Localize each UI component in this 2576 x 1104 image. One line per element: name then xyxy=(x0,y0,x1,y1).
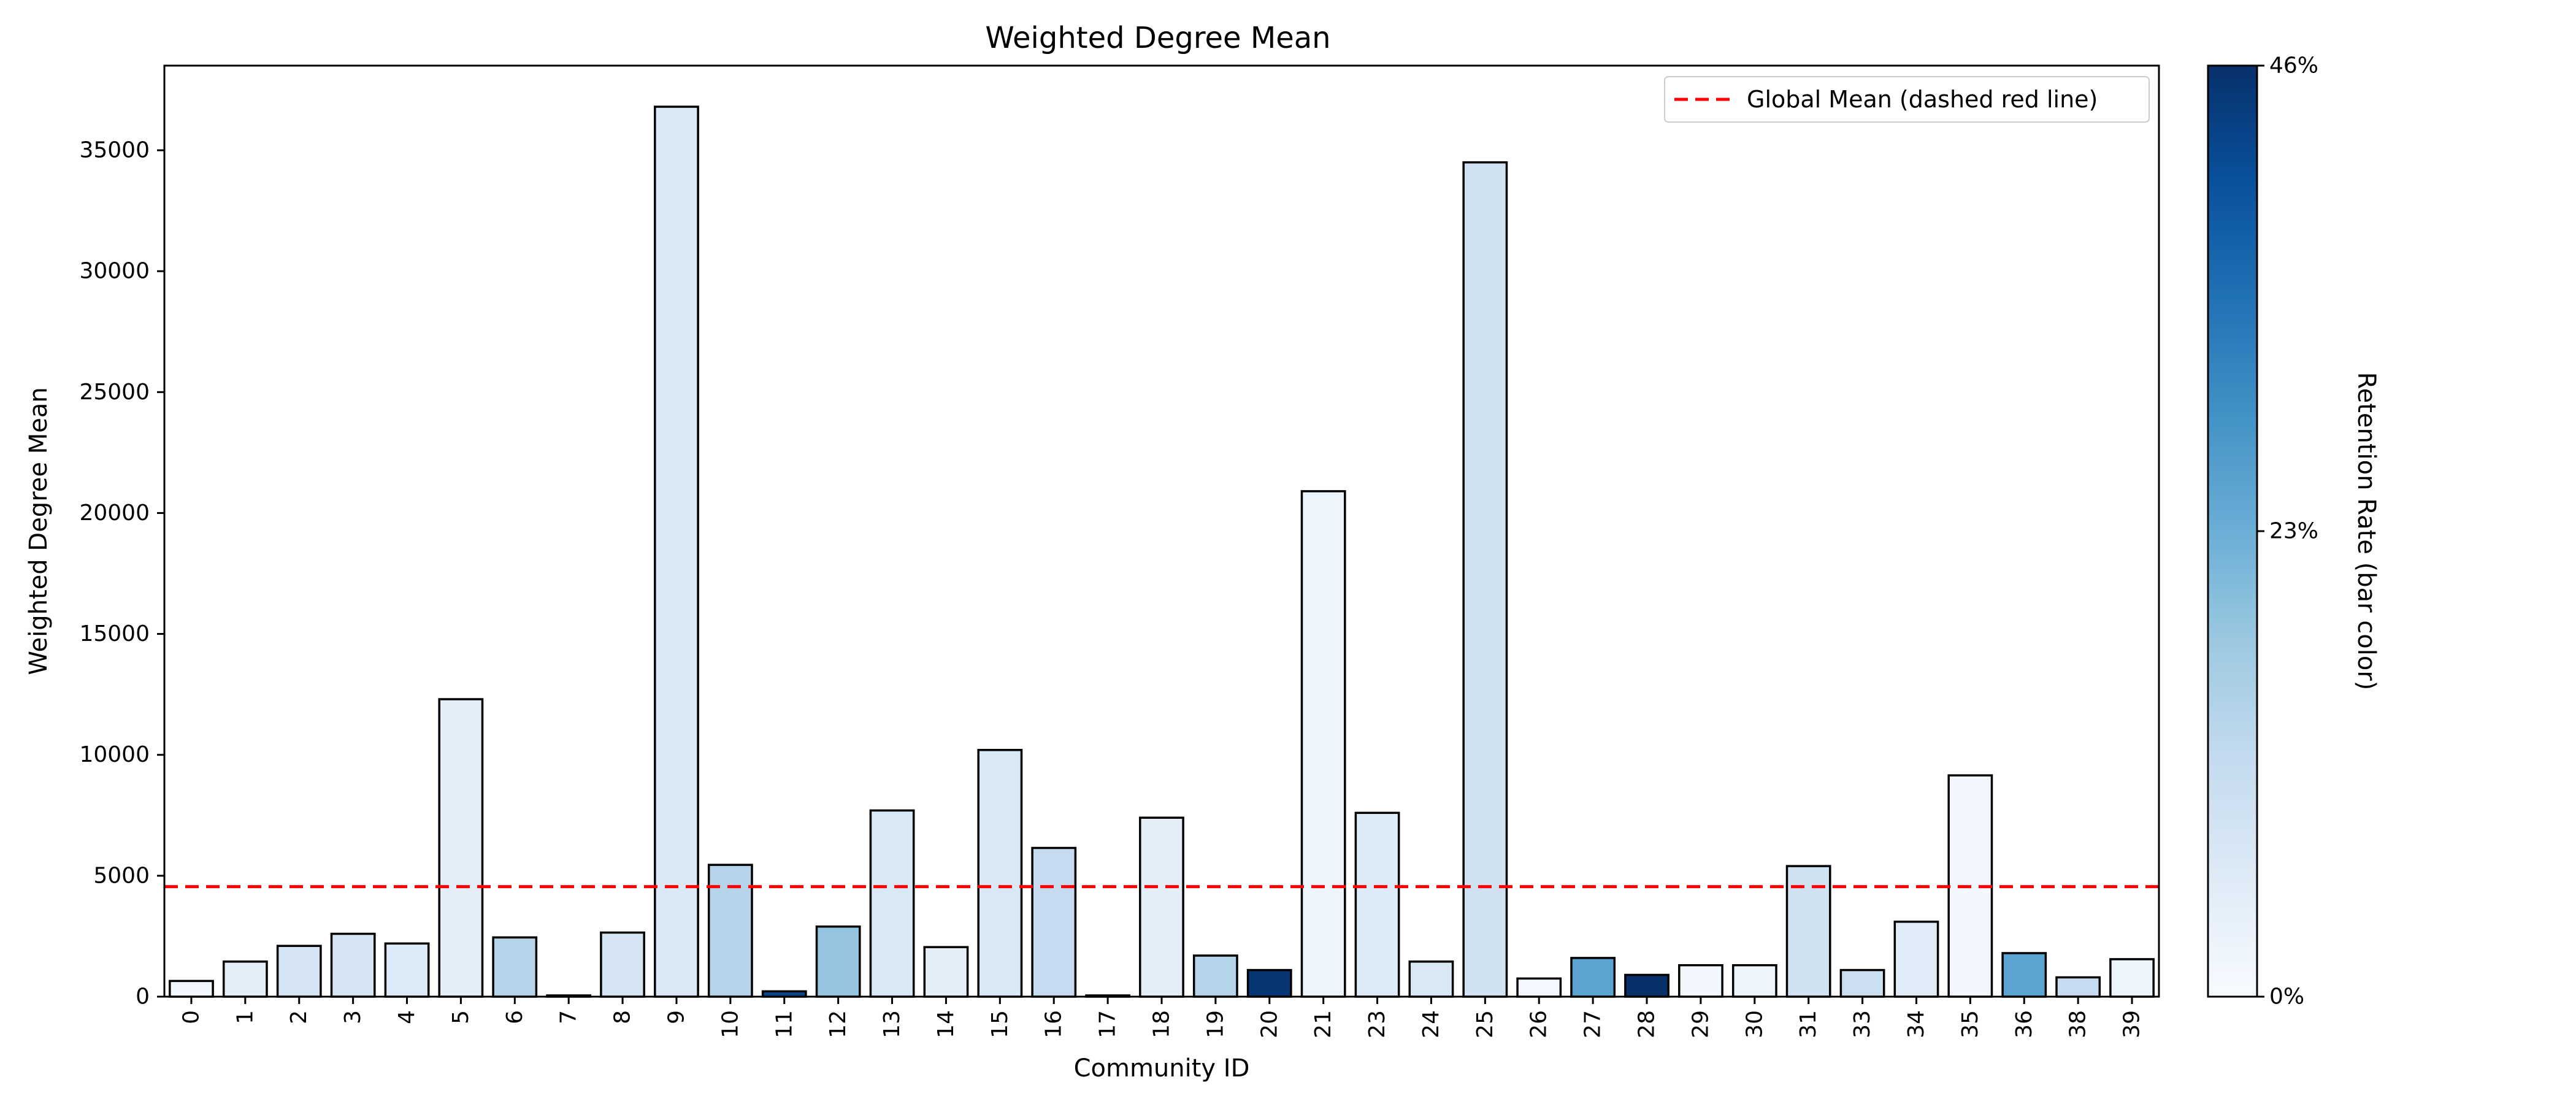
bar-community-39 xyxy=(2109,958,2155,998)
bar-community-25 xyxy=(1462,161,1508,998)
y-tick-label: 35000 xyxy=(79,138,150,163)
bars xyxy=(169,105,2155,998)
x-tick-label: 11 xyxy=(772,1010,797,1038)
x-tick-label: 1 xyxy=(232,1010,258,1024)
bar-community-10 xyxy=(707,864,753,998)
y-tick-label: 10000 xyxy=(79,742,150,767)
x-tick-label: 39 xyxy=(2120,1010,2145,1038)
bar-community-26 xyxy=(1516,977,1562,998)
x-tick-label: 12 xyxy=(826,1010,851,1038)
colorbar: 0% 23% 46% Retention Rate (bar color) xyxy=(2207,53,2380,1010)
x-tick-label: 28 xyxy=(1635,1010,1660,1038)
bar-community-23 xyxy=(1354,811,1400,998)
x-tick-label: 30 xyxy=(1742,1010,1767,1038)
x-axis-ticks: 0 1 2 3 4 5 6 7 8 9 10 11 12 13 14 15 16 17 18 19 20 21 23 24 25… xyxy=(178,997,2145,1038)
x-tick-label: 13 xyxy=(880,1010,905,1038)
bar-community-33 xyxy=(1839,968,1885,998)
x-tick-label: 14 xyxy=(933,1010,959,1038)
bar-community-20 xyxy=(1246,968,1292,998)
bar-community-4 xyxy=(384,942,430,998)
colorbar-tick-label: 0% xyxy=(2269,984,2304,1010)
chart-title: Weighted Degree Mean xyxy=(985,21,1330,55)
y-tick-label: 15000 xyxy=(79,621,150,646)
bar-community-27 xyxy=(1570,957,1616,998)
x-tick-label: 19 xyxy=(1203,1010,1228,1038)
bar-community-8 xyxy=(600,931,645,998)
y-tick-label: 5000 xyxy=(93,863,150,888)
bar-community-6 xyxy=(492,936,538,998)
x-tick-label: 8 xyxy=(610,1010,635,1024)
bar-community-3 xyxy=(330,932,376,998)
plot-frame xyxy=(163,64,2160,998)
bar-community-13 xyxy=(869,809,915,998)
x-tick-label: 10 xyxy=(718,1010,743,1038)
colorbar-gradient xyxy=(2207,64,2258,998)
bar-community-36 xyxy=(2001,952,2047,998)
y-axis-title: Weighted Degree Mean xyxy=(25,387,53,675)
colorbar-tick-label: 46% xyxy=(2269,53,2318,79)
x-tick-label: 2 xyxy=(286,1010,312,1024)
x-tick-label: 23 xyxy=(1365,1010,1390,1038)
x-tick-label: 17 xyxy=(1095,1010,1121,1038)
bar-community-21 xyxy=(1300,490,1346,998)
x-tick-label: 33 xyxy=(1850,1010,1875,1038)
x-tick-label: 29 xyxy=(1688,1010,1713,1038)
x-axis-title: Community ID xyxy=(1074,1054,1250,1083)
x-tick-label: 15 xyxy=(987,1010,1013,1038)
bar-community-9 xyxy=(654,105,699,998)
x-tick-label: 7 xyxy=(556,1010,581,1024)
x-tick-label: 5 xyxy=(448,1010,473,1024)
bar-community-30 xyxy=(1731,964,1777,998)
x-tick-label: 27 xyxy=(1581,1010,1606,1038)
x-tick-label: 24 xyxy=(1419,1010,1444,1038)
bar-community-18 xyxy=(1139,816,1184,998)
x-tick-label: 20 xyxy=(1257,1010,1282,1038)
x-tick-label: 38 xyxy=(2066,1010,2091,1038)
legend-box xyxy=(1664,76,2150,123)
bar-community-12 xyxy=(815,925,861,998)
y-tick-label: 20000 xyxy=(79,500,150,526)
x-tick-label: 35 xyxy=(1958,1010,1983,1038)
bar-community-38 xyxy=(2055,976,2101,998)
y-axis-ticks: 0 5000 10000 15000 20000 25000 30000 35000 xyxy=(79,138,164,1010)
x-tick-label: 26 xyxy=(1527,1010,1552,1038)
x-tick-label: 9 xyxy=(664,1010,689,1024)
colorbar-tick-label: 23% xyxy=(2269,519,2318,544)
y-tick-label: 0 xyxy=(136,984,150,1010)
bar-community-34 xyxy=(1893,921,1939,998)
bar-community-29 xyxy=(1678,964,1723,998)
legend: Global Mean (dashed red line) xyxy=(1664,76,2150,123)
y-tick-label: 30000 xyxy=(79,259,150,284)
x-tick-label: 21 xyxy=(1311,1010,1336,1038)
bar-community-19 xyxy=(1192,954,1238,998)
x-tick-label: 25 xyxy=(1473,1010,1498,1038)
x-tick-label: 16 xyxy=(1041,1010,1067,1038)
bar-community-1 xyxy=(222,960,268,998)
bar-community-28 xyxy=(1624,973,1669,998)
bar-community-2 xyxy=(276,945,322,998)
x-tick-label: 18 xyxy=(1149,1010,1175,1038)
x-tick-label: 34 xyxy=(1904,1010,1929,1038)
bar-community-14 xyxy=(923,946,969,998)
x-tick-label: 0 xyxy=(178,1010,204,1024)
colorbar-title: Retention Rate (bar color) xyxy=(2352,372,2380,691)
x-tick-label: 3 xyxy=(340,1010,366,1024)
bar-community-24 xyxy=(1408,960,1454,998)
x-tick-label: 6 xyxy=(502,1010,527,1024)
legend-label-global-mean: Global Mean (dashed red line) xyxy=(1747,86,2098,113)
x-tick-label: 36 xyxy=(2012,1010,2037,1038)
y-tick-label: 25000 xyxy=(79,380,150,405)
x-tick-label: 4 xyxy=(394,1010,420,1024)
bar-community-16 xyxy=(1031,846,1077,998)
bar-community-15 xyxy=(977,749,1023,998)
x-tick-label: 31 xyxy=(1796,1010,1821,1038)
bar-community-5 xyxy=(438,698,484,998)
bar-community-0 xyxy=(169,979,214,998)
colorbar-ticks: 0% 23% 46% xyxy=(2257,53,2318,1010)
